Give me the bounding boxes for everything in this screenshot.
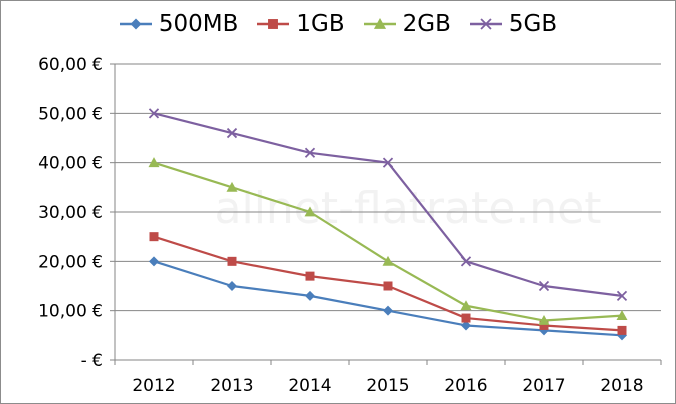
series-5GB — [148, 108, 628, 302]
y-tick-label: - € — [81, 351, 103, 371]
data-point — [461, 313, 471, 323]
data-point — [616, 290, 628, 302]
y-tick-label: 40,00 € — [38, 154, 103, 174]
x-tick-label: 2017 — [522, 376, 565, 396]
y-tick-label: 30,00 € — [38, 203, 103, 223]
data-point — [227, 256, 237, 266]
y-tick-label: 60,00 € — [38, 55, 103, 75]
legend-label: 1GB — [296, 11, 345, 37]
legend-item: 500MB — [119, 11, 239, 37]
legend-item: 5GB — [469, 11, 557, 37]
legend-label: 5GB — [508, 11, 558, 37]
data-point-stroke — [538, 280, 550, 292]
data-point — [149, 232, 159, 242]
data-point-stroke — [148, 108, 160, 119]
data-point-stroke — [382, 157, 394, 168]
data-point — [383, 281, 393, 291]
y-tick-label: 50,00 € — [38, 104, 103, 124]
x-tick-label: 2018 — [600, 376, 643, 396]
data-point-stroke — [304, 147, 316, 158]
data-point-stroke — [460, 256, 472, 267]
x-tick-label: 2012 — [132, 376, 175, 396]
data-point — [149, 256, 159, 267]
legend-key — [257, 19, 290, 29]
data-point — [461, 320, 471, 331]
legend-marker — [480, 18, 492, 30]
series-500MB — [149, 256, 627, 341]
data-point — [382, 157, 394, 168]
x-tick-label: 2015 — [366, 376, 409, 396]
watermark: allnet-flatrate.net — [215, 183, 602, 234]
data-point — [539, 320, 549, 330]
data-point — [617, 325, 627, 335]
data-point — [538, 280, 550, 292]
y-tick-label: 20,00 € — [38, 252, 103, 272]
x-tick-label: 2014 — [288, 376, 331, 396]
legend-key — [469, 18, 502, 30]
series-line — [153, 260, 623, 337]
data-point — [226, 181, 238, 192]
legend: 500MB 1GB 2GB 5GB — [1, 7, 675, 41]
legend-marker — [130, 18, 142, 30]
data-point — [616, 310, 628, 320]
data-point — [460, 300, 472, 311]
data-point — [305, 271, 315, 281]
legend-item: 2GB — [363, 11, 451, 37]
data-point — [382, 255, 394, 266]
legend-marker — [373, 17, 386, 29]
legend-key — [119, 18, 152, 30]
data-point-stroke — [616, 290, 628, 302]
legend-label: 2GB — [402, 11, 451, 37]
data-point — [148, 108, 160, 119]
data-point — [227, 281, 237, 291]
data-point — [383, 305, 393, 316]
data-point — [226, 127, 238, 139]
data-point — [305, 290, 315, 301]
legend-marker — [268, 19, 279, 29]
legend-label: 500MB — [158, 11, 239, 37]
legend-marker-stroke — [480, 18, 492, 30]
x-tick-label: 2013 — [210, 376, 253, 396]
data-point — [304, 206, 316, 217]
series-2GB — [148, 157, 628, 325]
data-point — [460, 256, 472, 267]
x-tick-label: 2016 — [444, 376, 487, 396]
y-tick-label: 10,00 € — [38, 302, 103, 322]
data-point-stroke — [226, 127, 238, 139]
data-point — [538, 315, 550, 325]
legend-key — [363, 17, 396, 29]
data-point — [148, 157, 160, 168]
series-1GB — [149, 232, 627, 335]
legend-item: 1GB — [256, 11, 345, 37]
data-point — [304, 147, 316, 158]
